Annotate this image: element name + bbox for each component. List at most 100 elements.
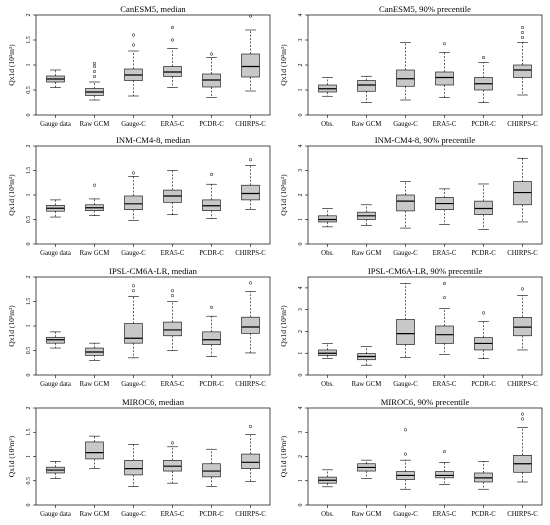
chart-title: INM-CM4-8, median	[116, 135, 191, 145]
y-tick-label: 0.5	[26, 216, 32, 224]
x-tick-label: Gauge-C	[393, 381, 418, 388]
outlier-point	[481, 311, 486, 315]
outlier-point	[520, 417, 525, 421]
x-tick-label: Raw GCM	[80, 250, 110, 257]
y-tick-label: 2	[26, 276, 32, 279]
x-tick-label: ERA5-C	[161, 381, 185, 388]
x-tick-label: CHIRPS-C	[507, 250, 538, 257]
x-tick-label: PCDR-C	[199, 381, 224, 388]
x-tick-label: ERA5-C	[161, 511, 185, 518]
y-tick-label: 1	[26, 194, 32, 197]
x-tick-label: Gauge data	[40, 250, 71, 257]
chart-panel: CanESM5, 90% precentile Qx1d (10³m³) 0 1 2 3 4…	[279, 4, 543, 128]
outlier-point	[520, 30, 525, 35]
panel-frame	[35, 407, 271, 506]
panel-frame	[35, 276, 271, 376]
outlier-point	[131, 171, 136, 175]
x-tick-label: PCDR-C	[471, 511, 496, 518]
box	[202, 463, 221, 478]
outlier-point	[248, 424, 253, 428]
y-tick-label: 1.5	[26, 298, 32, 306]
y-tick-label: 0	[298, 374, 304, 377]
y-tick-label: 1	[298, 352, 304, 355]
outlier-point	[520, 412, 525, 416]
outlier-point	[442, 281, 447, 286]
x-tick-label: ERA5-C	[433, 381, 457, 388]
x-tick-label: ERA5-C	[433, 121, 457, 128]
outlier-point	[520, 25, 525, 30]
chart-panel: IPSL-CM6A-LR, 90% precentile Qx1d (10³m³)…	[279, 266, 543, 388]
outlier-point	[92, 183, 97, 187]
y-axis-label: Qx1d (10³m³)	[279, 435, 288, 477]
outlier-point	[92, 64, 97, 69]
y-axis-label: Qx1d (10³m³)	[279, 44, 288, 86]
x-tick-label: Gauge-C	[393, 250, 418, 257]
x-tick-label: PCDR-C	[471, 121, 496, 128]
panel-frame	[307, 407, 543, 506]
x-tick-label: PCDR-C	[199, 121, 224, 128]
box	[435, 471, 454, 479]
y-tick-label: 1.5	[26, 167, 32, 175]
x-tick-label: Gauge data	[40, 511, 71, 518]
outlier-point	[442, 296, 447, 300]
y-tick-label: 2	[298, 194, 304, 197]
y-tick-label: 1	[26, 64, 32, 67]
x-tick-label: Obs.	[321, 381, 334, 388]
x-tick-label: Obs.	[321, 250, 334, 257]
y-tick-label: 1	[298, 89, 304, 92]
chart-title: CanESM5, 90% precentile	[379, 4, 471, 14]
x-tick-label: CHIRPS-C	[235, 250, 266, 257]
x-tick-label: Raw GCM	[352, 250, 382, 257]
chart-title: INM-CM4-8, 90% precentile	[375, 135, 476, 145]
x-tick-label: Raw GCM	[80, 381, 110, 388]
x-tick-label: ERA5-C	[433, 250, 457, 257]
chart-panel: INM-CM4-8, median Qx1d (10³m³) 0 0.5 1 1.5 2 Ga…	[7, 135, 271, 257]
box	[241, 184, 260, 201]
x-tick-label: PCDR-C	[199, 250, 224, 257]
outlier-point	[442, 42, 447, 46]
box	[124, 323, 143, 344]
x-tick-label: Gauge data	[40, 121, 71, 128]
box	[85, 441, 104, 460]
x-tick-label: Gauge-C	[393, 121, 418, 128]
box	[163, 321, 182, 337]
y-tick-label: 0	[26, 374, 32, 377]
box	[474, 200, 493, 215]
y-tick-label: 2	[298, 455, 304, 458]
chart-panel: IPSL-CM6A-LR, median Qx1d (10³m³) 0 0.5 1 1.5…	[7, 266, 271, 388]
box	[396, 194, 415, 212]
chart-title: MIROC6, 90% precentile	[381, 397, 470, 407]
outlier-point	[170, 38, 175, 42]
x-tick-label: ERA5-C	[433, 511, 457, 518]
panel-frame	[307, 14, 543, 116]
panel-frame	[35, 14, 271, 116]
y-tick-label: 4	[298, 145, 304, 148]
box	[241, 453, 260, 469]
box	[513, 181, 532, 206]
outlier-point	[131, 33, 136, 37]
x-tick-label: Gauge-C	[121, 381, 146, 388]
box	[435, 71, 454, 86]
outlier-point	[520, 35, 525, 40]
y-tick-label: 2	[26, 145, 32, 148]
x-tick-label: CHIRPS-C	[235, 121, 266, 128]
x-tick-label: Raw GCM	[352, 121, 382, 128]
y-tick-label: 0.5	[26, 477, 32, 485]
y-tick-label: 4	[298, 407, 304, 410]
x-tick-label: PCDR-C	[471, 250, 496, 257]
y-tick-label: 3	[298, 169, 304, 172]
outlier-point	[520, 287, 525, 291]
outlier-point	[170, 294, 175, 298]
y-tick-label: 1	[298, 218, 304, 221]
box	[396, 69, 415, 87]
panel-frame	[35, 145, 271, 245]
y-axis-label: Qx1d (10³m³)	[279, 305, 288, 347]
x-tick-label: Raw GCM	[80, 511, 110, 518]
box	[202, 331, 221, 345]
x-tick-label: Obs.	[321, 511, 334, 518]
y-tick-label: 2	[26, 407, 32, 410]
chart-title: CanESM5, median	[120, 4, 186, 14]
x-tick-label: Raw GCM	[80, 121, 110, 128]
y-axis-label: Qx1d (10³m³)	[279, 174, 288, 216]
